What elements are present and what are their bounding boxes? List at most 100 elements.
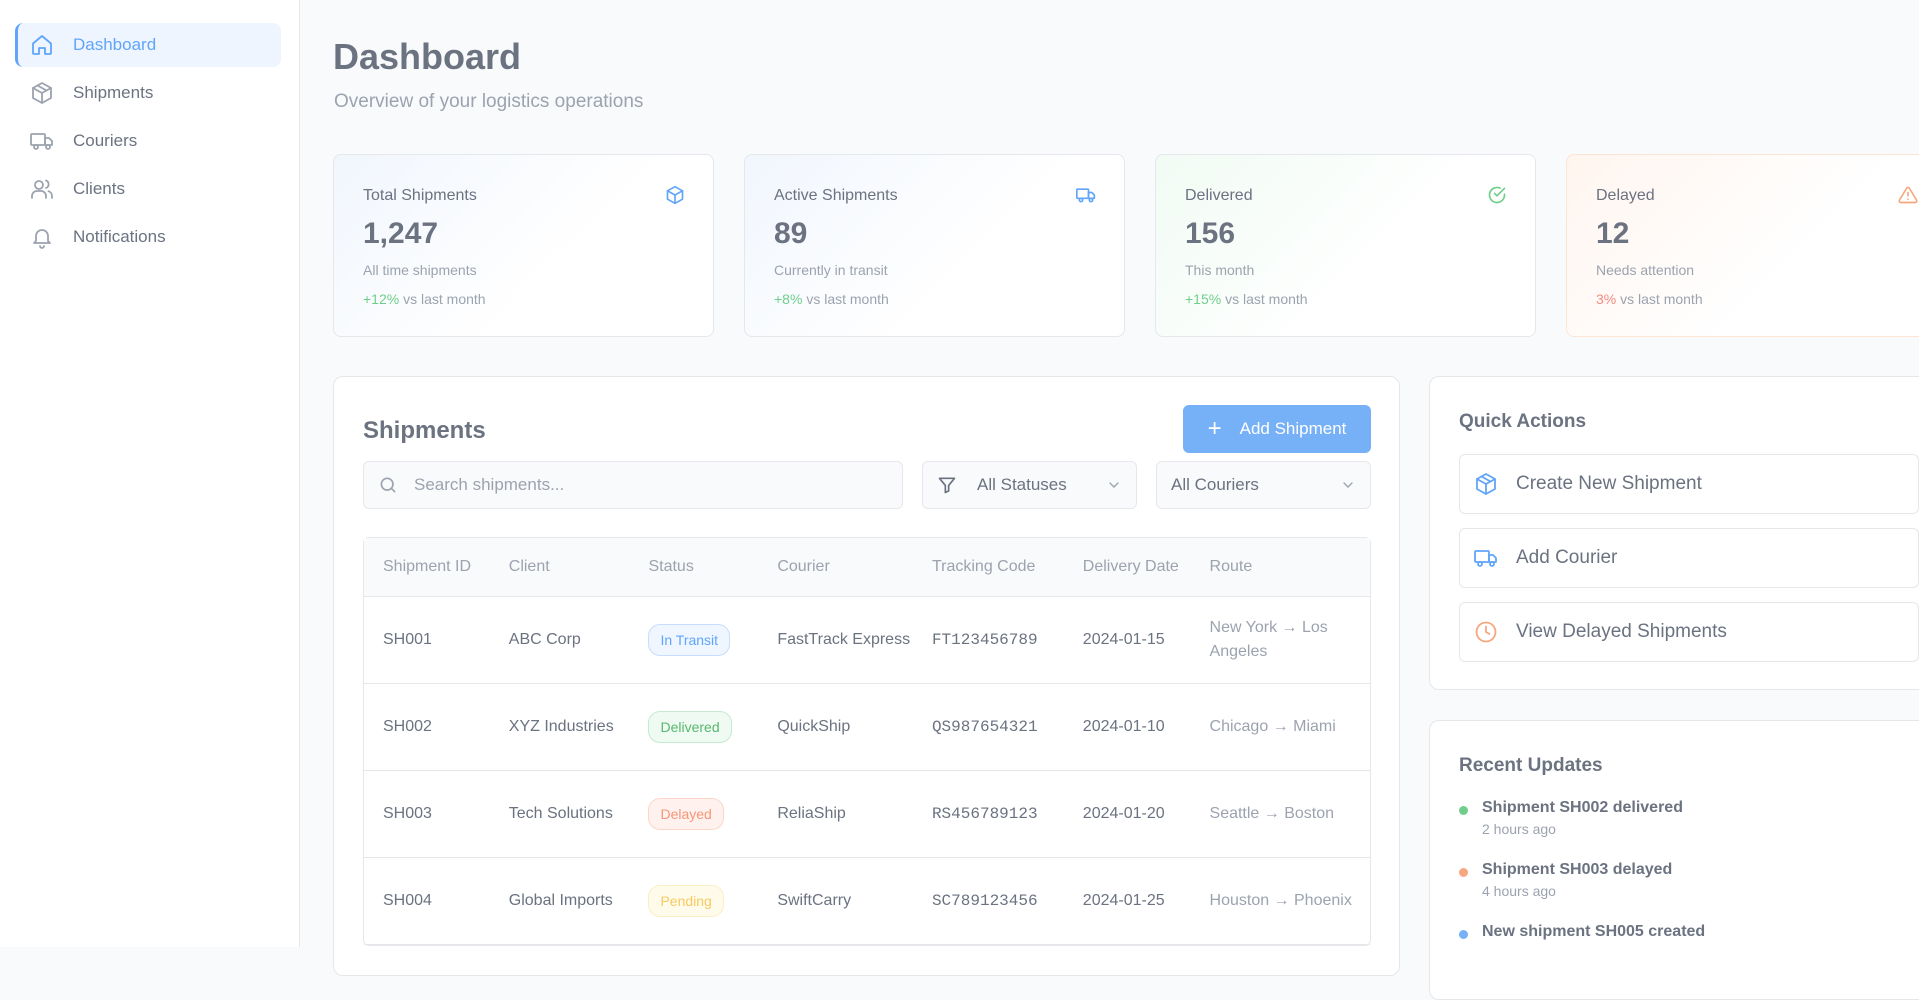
action-label: Create New Shipment	[1516, 473, 1702, 494]
trend-value: 3%	[1596, 291, 1617, 307]
update-text: Shipment SH002 delivered	[1482, 799, 1683, 816]
add-courier-button[interactable]: Add Courier	[1459, 528, 1919, 588]
sidebar-item-notifications[interactable]: Notifications	[15, 215, 281, 259]
route: Seattle → Boston	[1190, 771, 1370, 858]
stat-description: Needs attention	[1596, 262, 1695, 278]
trend-suffix: vs last month	[1620, 291, 1703, 307]
courier-filter-select[interactable]: All Couriers	[1156, 461, 1371, 509]
sidebar-item-shipments[interactable]: Shipments	[15, 71, 281, 115]
stat-card-delivered: Delivered 156 This month +15% vs last mo…	[1155, 154, 1536, 337]
route: Houston → Phoenix	[1190, 858, 1370, 945]
trend-suffix: vs last month	[403, 291, 486, 307]
delivery-date: 2024-01-10	[1063, 684, 1191, 771]
action-label: View Delayed Shipments	[1516, 621, 1727, 642]
sidebar-item-couriers[interactable]: Couriers	[15, 119, 281, 163]
column-header[interactable]: Courier	[758, 538, 913, 597]
bell-icon	[29, 224, 55, 250]
trend-value: +12%	[363, 291, 400, 307]
stat-trend: +12% vs last month	[363, 291, 486, 307]
status-filter-value: All Statuses	[977, 475, 1067, 494]
package-icon	[1474, 472, 1498, 496]
sidebar-item-dashboard[interactable]: Dashboard	[15, 23, 281, 67]
search-box	[363, 461, 903, 509]
status-dot	[1459, 806, 1468, 815]
column-header[interactable]: Route	[1190, 538, 1370, 597]
column-header[interactable]: Client	[489, 538, 630, 597]
package-icon	[665, 185, 685, 205]
column-header[interactable]: Shipment ID	[364, 538, 490, 597]
delivery-date: 2024-01-25	[1063, 858, 1191, 945]
shipments-title: Shipments	[363, 417, 486, 444]
shipment-id: SH004	[364, 858, 490, 945]
table-row[interactable]: SH001 ABC Corp In Transit FastTrack Expr…	[364, 597, 1370, 684]
view-delayed-button[interactable]: View Delayed Shipments	[1459, 602, 1919, 662]
chevron-down-icon	[1109, 482, 1119, 488]
action-label: Add Courier	[1516, 547, 1618, 568]
stat-label: Total Shipments	[363, 187, 477, 204]
delivery-date: 2024-01-15	[1063, 597, 1191, 684]
shipments-panel: Shipments + Add Shipment All Statuses Al…	[333, 376, 1400, 976]
status-cell: In Transit	[629, 597, 759, 684]
stat-value: 156	[1185, 217, 1236, 250]
tracking-code: FT123456789	[912, 597, 1064, 684]
stat-label: Delayed	[1596, 187, 1655, 204]
truck-icon	[1474, 546, 1498, 570]
update-time: 2 hours ago	[1482, 821, 1556, 837]
search-icon	[380, 477, 396, 493]
column-header[interactable]: Tracking Code	[912, 538, 1064, 597]
stat-card-total-shipments: Total Shipments 1,247 All time shipments…	[333, 154, 714, 337]
create-shipment-button[interactable]: Create New Shipment	[1459, 454, 1919, 514]
sidebar-item-label: Clients	[73, 179, 125, 198]
sidebar: Dashboard Shipments Couriers Clients Not…	[0, 0, 300, 947]
stat-label: Delivered	[1185, 187, 1253, 204]
trend-value: +15%	[1185, 291, 1222, 307]
status-dot	[1459, 868, 1468, 877]
stat-description: This month	[1185, 262, 1255, 278]
sidebar-item-label: Shipments	[73, 83, 154, 102]
update-time: 4 hours ago	[1482, 883, 1556, 899]
stat-trend: +15% vs last month	[1185, 291, 1308, 307]
shipment-id: SH003	[364, 771, 490, 858]
stat-trend: +8% vs last month	[774, 291, 889, 307]
chevron-down-icon	[1343, 482, 1353, 488]
main-content: Dashboard Overview of your logistics ope…	[300, 0, 1919, 1000]
trend-suffix: vs last month	[1225, 291, 1308, 307]
update-text: Shipment SH003 delayed	[1482, 861, 1673, 878]
stat-value: 89	[774, 217, 808, 250]
column-header[interactable]: Status	[629, 538, 759, 597]
stat-description: Currently in transit	[774, 262, 888, 278]
status-filter-select[interactable]: All Statuses	[922, 461, 1137, 509]
tracking-code: RS456789123	[912, 771, 1064, 858]
add-shipment-label: Add Shipment	[1239, 419, 1347, 438]
search-input[interactable]	[412, 474, 886, 496]
warning-icon	[1898, 185, 1918, 205]
delivery-date: 2024-01-20	[1063, 771, 1191, 858]
table-row[interactable]: SH003 Tech Solutions Delayed ReliaShip R…	[364, 771, 1370, 858]
shipment-id: SH002	[364, 684, 490, 771]
sidebar-item-clients[interactable]: Clients	[15, 167, 281, 211]
sidebar-item-label: Couriers	[73, 131, 138, 150]
page-subtitle: Overview of your logistics operations	[334, 91, 644, 112]
table-row[interactable]: SH002 XYZ Industries Delivered QuickShip…	[364, 684, 1370, 771]
trend-suffix: vs last month	[806, 291, 889, 307]
check-circle-icon	[1487, 185, 1507, 205]
courier-name: ReliaShip	[758, 771, 913, 858]
shipments-table: Shipment ID Client Status Courier Tracki…	[363, 537, 1371, 946]
truck-icon	[1076, 185, 1096, 205]
column-header[interactable]: Delivery Date	[1063, 538, 1191, 597]
client-name: Tech Solutions	[489, 771, 630, 858]
tracking-code: QS987654321	[912, 684, 1064, 771]
table-row[interactable]: SH004 Global Imports Pending SwiftCarry …	[364, 858, 1370, 945]
stat-label: Active Shipments	[774, 187, 898, 204]
update-text: New shipment SH005 created	[1482, 923, 1706, 940]
users-icon	[29, 176, 55, 202]
add-shipment-button[interactable]: + Add Shipment	[1183, 405, 1371, 453]
status-cell: Pending	[629, 858, 759, 945]
stat-card-active-shipments: Active Shipments 89 Currently in transit…	[744, 154, 1125, 337]
package-icon	[29, 80, 55, 106]
shipment-id: SH001	[364, 597, 490, 684]
status-dot	[1459, 930, 1468, 939]
courier-name: QuickShip	[758, 684, 913, 771]
status-cell: Delivered	[629, 684, 759, 771]
status-badge: Delayed	[648, 798, 724, 830]
